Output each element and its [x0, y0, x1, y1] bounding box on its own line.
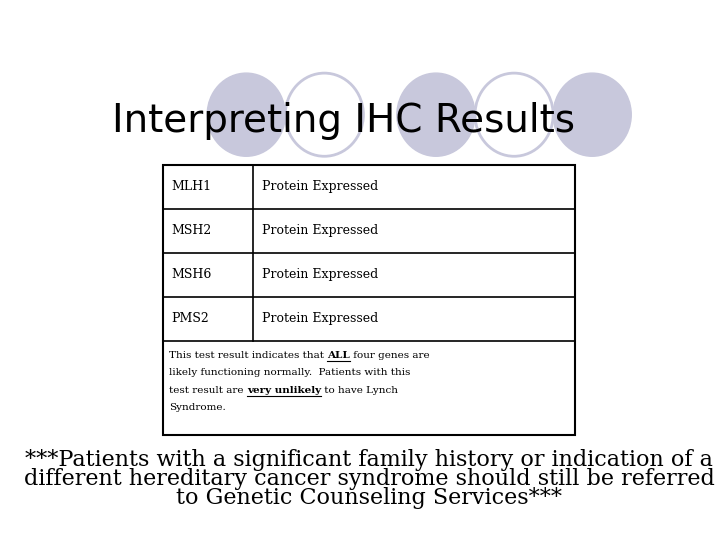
Text: Protein Expressed: Protein Expressed — [262, 268, 378, 281]
Text: different hereditary cancer syndrome should still be referred: different hereditary cancer syndrome sho… — [24, 468, 714, 490]
Text: to have Lynch: to have Lynch — [321, 386, 398, 395]
Text: Syndrome.: Syndrome. — [169, 403, 226, 413]
Ellipse shape — [553, 73, 631, 156]
Ellipse shape — [285, 73, 364, 156]
Text: to Genetic Counseling Services***: to Genetic Counseling Services*** — [176, 487, 562, 509]
Text: PMS2: PMS2 — [171, 312, 209, 325]
Text: ALL: ALL — [328, 351, 350, 360]
Text: ***Patients with a significant family history or indication of a: ***Patients with a significant family hi… — [25, 449, 713, 471]
Text: This test result indicates that: This test result indicates that — [169, 351, 328, 360]
Text: MSH2: MSH2 — [171, 224, 211, 237]
FancyBboxPatch shape — [163, 165, 575, 435]
Text: MSH6: MSH6 — [171, 268, 211, 281]
Text: Protein Expressed: Protein Expressed — [262, 180, 378, 193]
Text: very unlikely: very unlikely — [247, 386, 321, 395]
Text: four genes are: four genes are — [350, 351, 430, 360]
Text: Interpreting IHC Results: Interpreting IHC Results — [112, 102, 575, 140]
Text: Protein Expressed: Protein Expressed — [262, 312, 378, 325]
Text: test result are: test result are — [169, 386, 247, 395]
Text: MLH1: MLH1 — [171, 180, 211, 193]
Text: Protein Expressed: Protein Expressed — [262, 224, 378, 237]
Ellipse shape — [397, 73, 475, 156]
Ellipse shape — [475, 73, 553, 156]
Text: likely functioning normally.  Patients with this: likely functioning normally. Patients wi… — [169, 368, 410, 377]
Ellipse shape — [207, 73, 285, 156]
